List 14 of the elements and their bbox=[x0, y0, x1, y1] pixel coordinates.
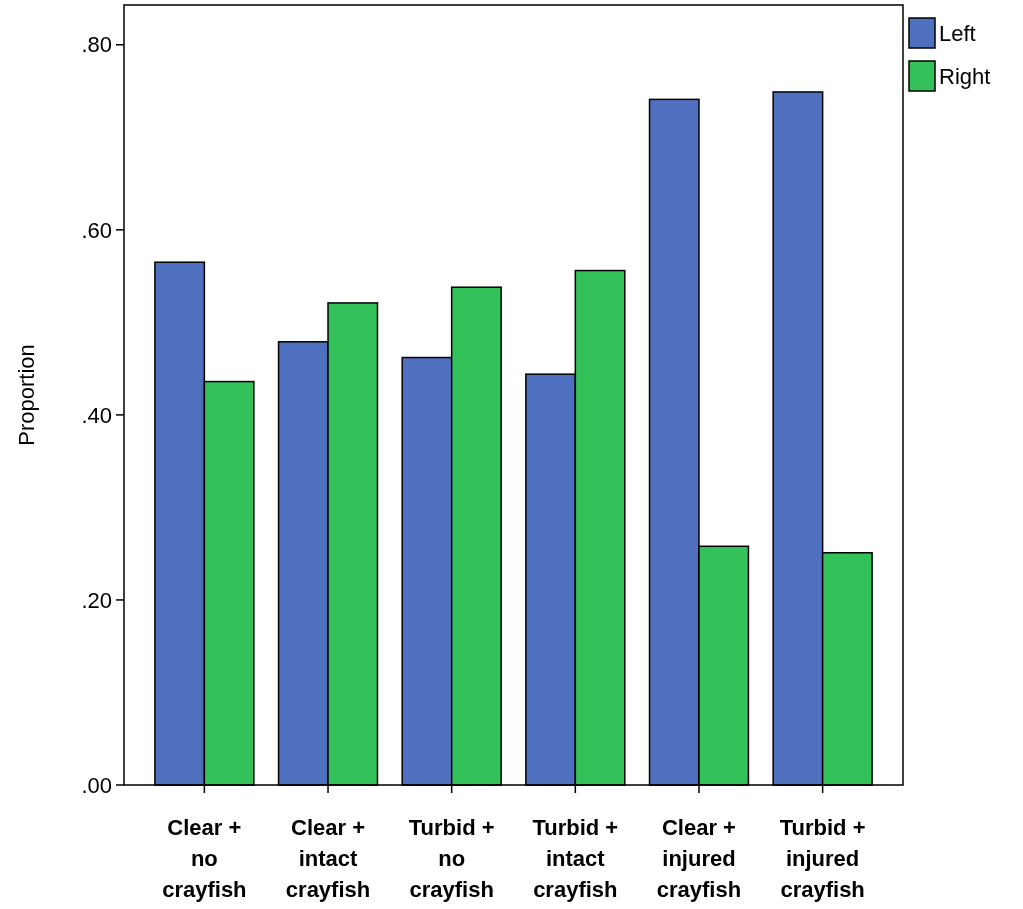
x-tick-label: Clear + injured crayfish bbox=[656, 815, 742, 902]
x-tick-label: Turbid + injured crayfish bbox=[779, 815, 866, 902]
y-tick-label: .00 bbox=[81, 772, 112, 798]
y-tick-label: .80 bbox=[81, 32, 112, 58]
x-tick-label: Turbid + intact crayfish bbox=[532, 815, 619, 902]
y-tick-label: .40 bbox=[81, 402, 112, 428]
legend-label: Right bbox=[939, 63, 991, 89]
y-axis-title: Proportion bbox=[14, 344, 39, 446]
y-tick-label: .60 bbox=[81, 217, 112, 243]
y-tick-label: .20 bbox=[81, 587, 112, 613]
x-tick-label: Clear + intact crayfish bbox=[285, 815, 371, 902]
legend-label: Left bbox=[939, 20, 976, 46]
x-tick-label: Turbid + no crayfish bbox=[408, 815, 495, 902]
x-tick-label: Clear + no crayfish bbox=[162, 815, 247, 902]
